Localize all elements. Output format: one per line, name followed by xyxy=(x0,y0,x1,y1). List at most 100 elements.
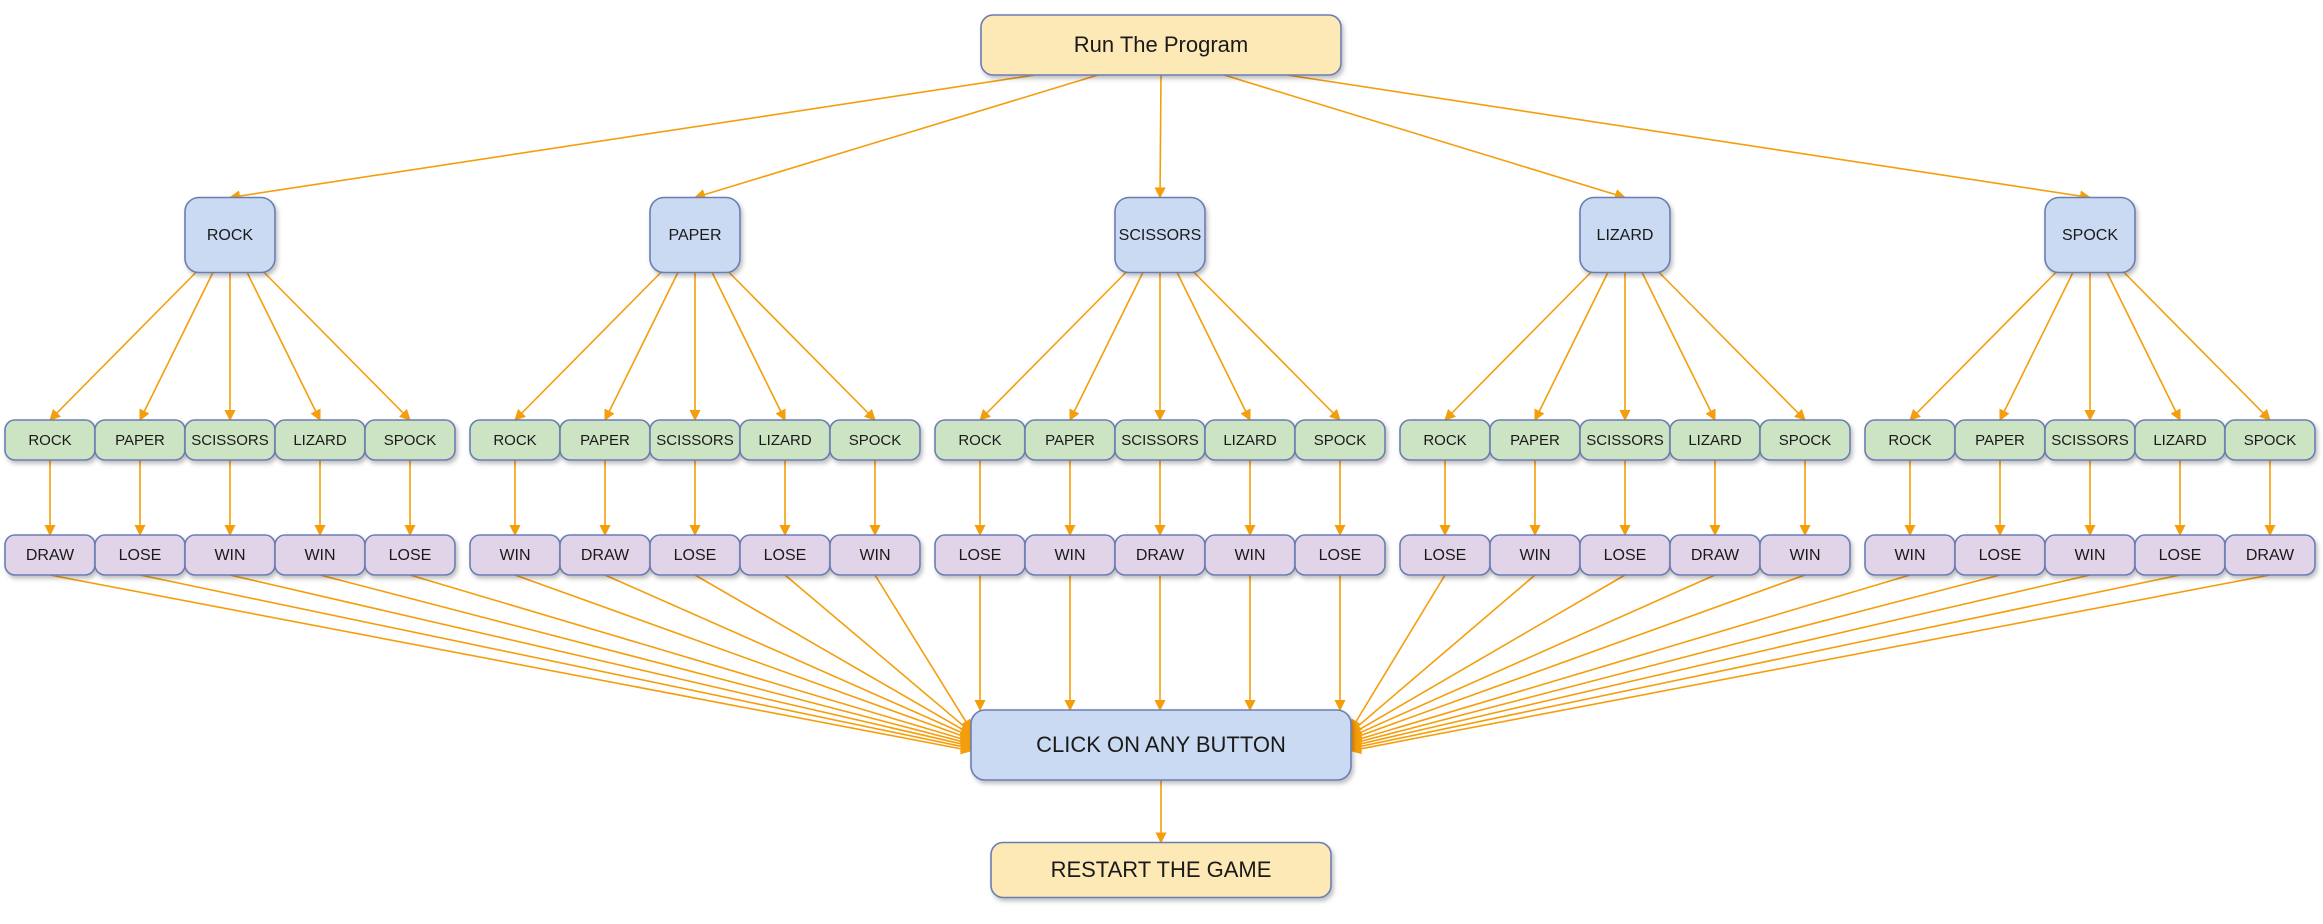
sub-node-lizard-paper: PAPER xyxy=(1490,420,1580,460)
result-node-lizard-rock-label: LOSE xyxy=(1424,547,1467,564)
sub-node-rock-rock-label: ROCK xyxy=(28,432,71,449)
sub-node-paper-rock-label: ROCK xyxy=(493,432,536,449)
result-node-paper-scissors-label: LOSE xyxy=(674,547,717,564)
sub-node-paper-paper: PAPER xyxy=(560,420,650,460)
result-node-scissors-rock-label: LOSE xyxy=(959,547,1002,564)
sub-node-scissors-scissors-label: SCISSORS xyxy=(1121,432,1199,449)
result-node-scissors-paper-label: WIN xyxy=(1054,547,1085,564)
sub-node-rock-scissors-label: SCISSORS xyxy=(191,432,269,449)
sub-node-paper-lizard-label: LIZARD xyxy=(758,432,812,449)
sub-node-spock-paper-label: PAPER xyxy=(1975,432,2025,449)
result-node-spock-scissors: WIN xyxy=(2045,535,2135,575)
choice-node-paper-label: PAPER xyxy=(668,227,721,244)
sub-node-paper-lizard: LIZARD xyxy=(740,420,830,460)
result-node-paper-paper: DRAW xyxy=(560,535,650,575)
result-node-scissors-spock-label: LOSE xyxy=(1319,547,1362,564)
result-node-spock-spock-label: DRAW xyxy=(2246,547,2295,564)
sub-node-spock-scissors-label: SCISSORS xyxy=(2051,432,2129,449)
choice-node-spock: SPOCK xyxy=(2045,198,2135,273)
result-node-lizard-lizard: DRAW xyxy=(1670,535,1760,575)
sub-node-rock-spock: SPOCK xyxy=(365,420,455,460)
sub-node-spock-rock-label: ROCK xyxy=(1888,432,1931,449)
result-node-rock-paper: LOSE xyxy=(95,535,185,575)
sub-node-scissors-scissors: SCISSORS xyxy=(1115,420,1205,460)
result-node-paper-rock: WIN xyxy=(470,535,560,575)
result-node-lizard-rock: LOSE xyxy=(1400,535,1490,575)
sub-node-rock-paper-label: PAPER xyxy=(115,432,165,449)
result-node-paper-paper-label: DRAW xyxy=(581,547,630,564)
sub-node-lizard-spock: SPOCK xyxy=(1760,420,1850,460)
result-node-spock-scissors-label: WIN xyxy=(2074,547,2105,564)
sub-node-spock-paper: PAPER xyxy=(1955,420,2045,460)
result-node-lizard-scissors: LOSE xyxy=(1580,535,1670,575)
result-node-scissors-lizard: WIN xyxy=(1205,535,1295,575)
root-node-label: Run The Program xyxy=(1074,32,1248,57)
root-node: Run The Program xyxy=(981,15,1341,75)
result-node-rock-spock: LOSE xyxy=(365,535,455,575)
sub-node-lizard-scissors-label: SCISSORS xyxy=(1586,432,1664,449)
result-node-rock-paper-label: LOSE xyxy=(119,547,162,564)
result-node-spock-lizard: LOSE xyxy=(2135,535,2225,575)
sub-node-rock-lizard: LIZARD xyxy=(275,420,365,460)
result-node-lizard-scissors-label: LOSE xyxy=(1604,547,1647,564)
result-node-rock-scissors-label: WIN xyxy=(214,547,245,564)
sub-node-spock-lizard-label: LIZARD xyxy=(2153,432,2207,449)
sub-node-spock-scissors: SCISSORS xyxy=(2045,420,2135,460)
sub-node-rock-paper: PAPER xyxy=(95,420,185,460)
result-node-lizard-lizard-label: DRAW xyxy=(1691,547,1740,564)
flowchart-diagram: Run The Program ROCK ROCK DRAW PAPER LOSE SCIS… xyxy=(0,0,2323,924)
sub-node-scissors-lizard-label: LIZARD xyxy=(1223,432,1277,449)
result-node-paper-spock: WIN xyxy=(830,535,920,575)
sub-node-rock-scissors: SCISSORS xyxy=(185,420,275,460)
sub-node-lizard-spock-label: SPOCK xyxy=(1779,432,1832,449)
restart-node-label: RESTART THE GAME xyxy=(1051,857,1272,882)
sub-node-spock-rock: ROCK xyxy=(1865,420,1955,460)
result-node-rock-rock: DRAW xyxy=(5,535,95,575)
sub-node-lizard-lizard-label: LIZARD xyxy=(1688,432,1742,449)
result-node-scissors-scissors-label: DRAW xyxy=(1136,547,1185,564)
sub-node-lizard-lizard: LIZARD xyxy=(1670,420,1760,460)
result-node-paper-lizard: LOSE xyxy=(740,535,830,575)
sub-node-spock-lizard: LIZARD xyxy=(2135,420,2225,460)
sub-node-rock-lizard-label: LIZARD xyxy=(293,432,347,449)
result-node-paper-scissors: LOSE xyxy=(650,535,740,575)
sub-node-scissors-spock: SPOCK xyxy=(1295,420,1385,460)
choice-node-rock: ROCK xyxy=(185,198,275,273)
sub-node-lizard-rock-label: ROCK xyxy=(1423,432,1466,449)
restart-node: RESTART THE GAME xyxy=(991,843,1331,898)
result-node-lizard-paper-label: WIN xyxy=(1519,547,1550,564)
result-node-scissors-lizard-label: WIN xyxy=(1234,547,1265,564)
result-node-scissors-rock: LOSE xyxy=(935,535,1025,575)
sub-node-lizard-scissors: SCISSORS xyxy=(1580,420,1670,460)
sub-node-spock-spock-label: SPOCK xyxy=(2244,432,2297,449)
sub-node-scissors-paper-label: PAPER xyxy=(1045,432,1095,449)
sub-node-paper-scissors: SCISSORS xyxy=(650,420,740,460)
choice-node-lizard-label: LIZARD xyxy=(1597,227,1654,244)
result-node-spock-paper: LOSE xyxy=(1955,535,2045,575)
sub-node-paper-spock-label: SPOCK xyxy=(849,432,902,449)
sub-node-rock-spock-label: SPOCK xyxy=(384,432,437,449)
result-node-scissors-spock: LOSE xyxy=(1295,535,1385,575)
result-node-spock-rock-label: WIN xyxy=(1894,547,1925,564)
result-node-rock-scissors: WIN xyxy=(185,535,275,575)
sub-node-scissors-rock: ROCK xyxy=(935,420,1025,460)
result-node-rock-rock-label: DRAW xyxy=(26,547,75,564)
sub-node-paper-spock: SPOCK xyxy=(830,420,920,460)
result-node-spock-paper-label: LOSE xyxy=(1979,547,2022,564)
sub-node-rock-rock: ROCK xyxy=(5,420,95,460)
choice-node-spock-label: SPOCK xyxy=(2062,227,2118,244)
sub-node-scissors-lizard: LIZARD xyxy=(1205,420,1295,460)
click-node-label: CLICK ON ANY BUTTON xyxy=(1036,732,1286,757)
result-node-lizard-spock: WIN xyxy=(1760,535,1850,575)
choice-node-lizard: LIZARD xyxy=(1580,198,1670,273)
choice-node-scissors: SCISSORS xyxy=(1115,198,1205,273)
sub-node-lizard-rock: ROCK xyxy=(1400,420,1490,460)
sub-node-paper-rock: ROCK xyxy=(470,420,560,460)
result-node-rock-lizard: WIN xyxy=(275,535,365,575)
result-node-lizard-spock-label: WIN xyxy=(1789,547,1820,564)
result-node-spock-rock: WIN xyxy=(1865,535,1955,575)
result-node-paper-rock-label: WIN xyxy=(499,547,530,564)
result-node-spock-spock: DRAW xyxy=(2225,535,2315,575)
result-node-rock-lizard-label: WIN xyxy=(304,547,335,564)
result-node-scissors-paper: WIN xyxy=(1025,535,1115,575)
